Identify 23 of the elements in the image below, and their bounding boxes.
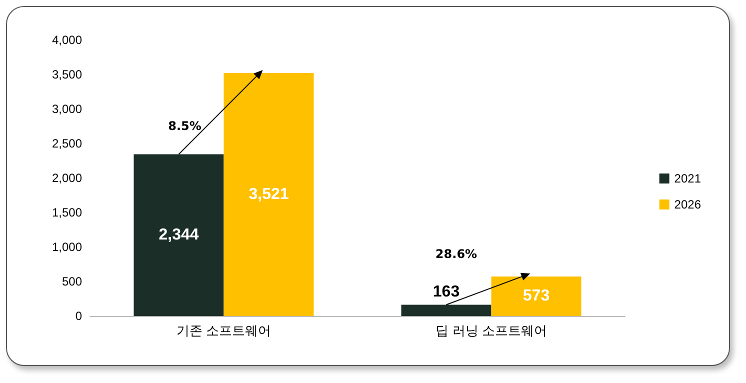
annotation: 28.6%	[435, 247, 478, 262]
legend-label: 2021	[674, 172, 702, 186]
x-tick-label: 기존 소프트웨어	[176, 323, 272, 338]
y-tick-label: 1,500	[52, 206, 82, 220]
y-tick-label: 3,000	[52, 102, 82, 116]
data-label: 3,521	[248, 186, 289, 204]
bar	[224, 73, 314, 316]
data-label: 573	[522, 288, 550, 305]
bar	[491, 276, 582, 316]
data-label: 163	[432, 283, 460, 300]
y-tick-label: 2,500	[52, 136, 82, 150]
y-tick-label: 0	[75, 309, 82, 323]
y-tick-label: 4,000	[52, 33, 82, 47]
y-tick-label: 2,000	[52, 171, 82, 185]
annotation: 8.5%	[168, 119, 202, 134]
x-tick-label: 딥 러닝 소프트웨어	[436, 323, 547, 338]
y-tick-label: 500	[62, 274, 82, 288]
legend-label: 2026	[674, 198, 702, 212]
bar	[401, 304, 492, 316]
data-label: 2,344	[158, 226, 199, 244]
bar	[134, 154, 224, 316]
y-tick-label: 3,500	[52, 68, 82, 82]
y-tick-label: 1,000	[52, 240, 82, 254]
